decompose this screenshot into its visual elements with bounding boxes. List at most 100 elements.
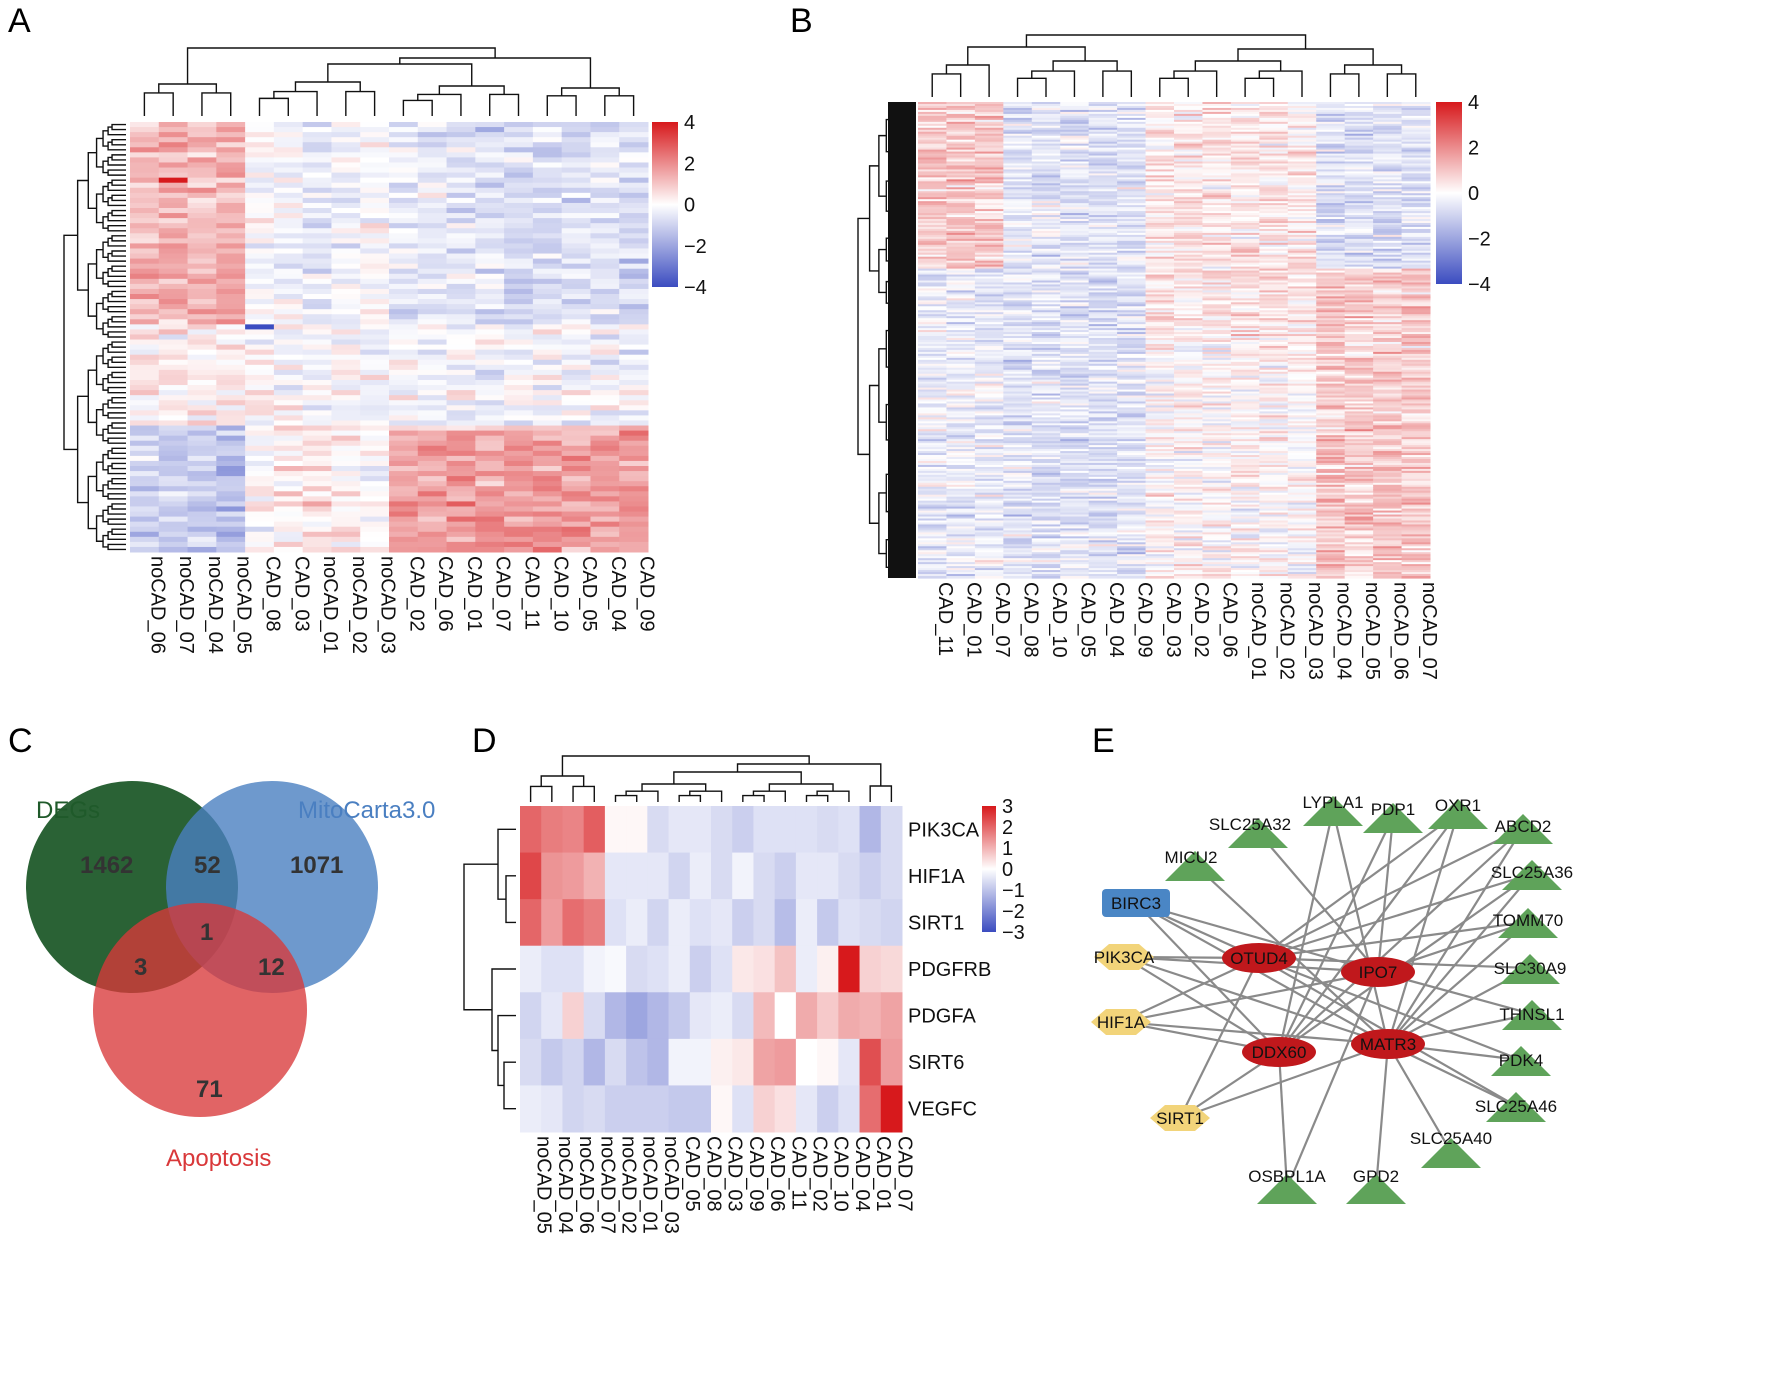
heatmap-cell [1344,103,1374,107]
heatmap-cell [619,516,649,523]
heatmap-cell [1117,221,1147,224]
heatmap-cell [273,172,304,179]
heatmap-cell [974,413,1004,416]
heatmap-cell [360,278,390,285]
heatmap-cell [130,304,160,310]
heatmap-cell [1031,230,1061,234]
heatmap-cell [1287,395,1317,399]
heatmap-cell [302,197,332,204]
heatmap-cell [1401,451,1431,454]
heatmap-cell [974,169,1004,173]
heatmap-cell [1259,256,1289,260]
heatmap-cell [389,415,419,421]
heatmap-cell [446,364,476,371]
heatmap-cell [1344,209,1374,212]
heatmap-cell [974,405,1004,409]
heatmap-cell [1259,274,1289,278]
heatmap-cell [946,453,976,456]
heatmap-cell [273,309,304,315]
heatmap-cell [561,288,591,295]
heatmap-cell [1373,417,1403,420]
heatmap-cell [1088,139,1118,143]
heatmap-cell [417,314,448,320]
heatmap-cell [1202,405,1232,409]
heatmap-cell [946,363,976,367]
heatmap-cell [974,195,1004,198]
heatmap-cell [974,274,1004,278]
heatmap-cell [273,299,304,305]
heatmap-cell [360,309,390,315]
heatmap-cell [918,431,947,434]
heatmap-cell [1230,345,1260,349]
heatmap-cell [475,541,505,548]
heatmap-cell [446,309,476,315]
heatmap-cell [331,248,361,255]
heatmap-cell [1031,107,1061,111]
heatmap-cell [918,159,947,163]
heatmap-cell [1145,159,1175,163]
heatmap-cell [1174,288,1203,292]
heatmap-cell [1401,205,1431,208]
heatmap-cell [1316,282,1346,286]
panel-a-column-label: noCAD_05 [233,556,255,654]
heatmap-cell [1145,453,1175,456]
heatmap-cell [946,443,976,446]
heatmap-cell [1230,286,1260,290]
heatmap-cell [158,147,189,153]
heatmap-cell [1316,133,1346,137]
heatmap-cell [1174,286,1203,290]
heatmap-cell [360,233,390,239]
heatmap-cell [1287,373,1317,377]
heatmap-cell [1287,369,1317,373]
heatmap-cell [1060,383,1090,387]
heatmap-cell [1031,443,1061,446]
heatmap-cell [1174,276,1203,280]
panel-a-letter: A [8,2,31,40]
panel-a-row-dendrogram [111,528,126,535]
heatmap-cell [918,332,947,335]
heatmap-cell [946,242,976,246]
heatmap-cell [1344,306,1374,309]
heatmap-cell [1373,340,1403,343]
heatmap-cell [918,258,947,262]
heatmap-cell [974,341,1004,345]
heatmap-cell [1373,310,1403,313]
heatmap-cell [974,175,1004,178]
heatmap-cell [1202,336,1232,339]
heatmap-cell [532,481,563,487]
heatmap-cell [946,215,976,218]
heatmap-cell [1287,244,1317,248]
heatmap-cell [1401,417,1431,420]
heatmap-cell [187,471,217,477]
heatmap-cell [918,425,947,428]
heatmap-cell [1060,351,1090,355]
heatmap-cell [1373,393,1403,397]
heatmap-cell [918,163,947,167]
heatmap-cell [561,349,591,356]
heatmap-cell [302,405,332,411]
heatmap-cell [1316,332,1346,335]
heatmap-cell [1174,215,1203,218]
heatmap-cell [1316,312,1346,315]
heatmap-cell [1202,169,1232,173]
heatmap-cell [1145,359,1175,363]
heatmap-cell [130,309,160,315]
heatmap-cell [1031,405,1061,409]
heatmap-cell [273,491,304,497]
heatmap-cell [1174,290,1203,293]
heatmap-cell [331,511,361,518]
heatmap-cell [187,182,217,189]
heatmap-cell [1344,270,1374,274]
heatmap-cell [1373,437,1403,440]
heatmap-cell [187,162,217,169]
heatmap-cell [216,435,246,442]
heatmap-cell [1031,171,1061,174]
heatmap-cell [619,455,649,462]
heatmap-cell [1230,189,1260,192]
heatmap-cell [1174,411,1203,414]
heatmap-cell [1344,330,1374,333]
heatmap-cell [187,208,217,214]
heatmap-cell [1003,221,1033,224]
heatmap-cell [360,319,390,325]
heatmap-cell [1117,373,1147,377]
